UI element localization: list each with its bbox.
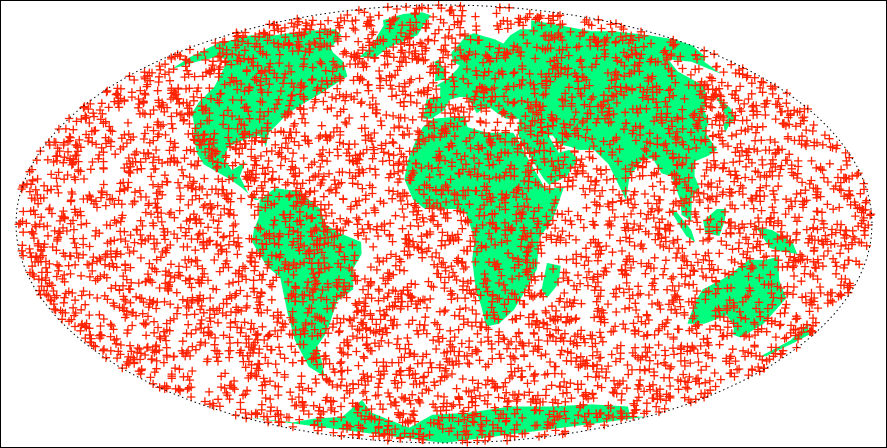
land-madagascar <box>541 262 561 299</box>
land-great-britain <box>434 59 446 82</box>
data-point-markers <box>14 1 876 447</box>
land-antarctica <box>240 400 648 443</box>
land-new-guinea <box>755 227 798 254</box>
land-africa <box>404 115 564 327</box>
land-greenland <box>359 12 431 57</box>
marker-layer <box>14 1 876 447</box>
land-australia <box>687 256 787 338</box>
land-scandinavia <box>452 33 482 67</box>
land-eurasia <box>423 20 721 221</box>
land-sumatra <box>669 209 696 242</box>
